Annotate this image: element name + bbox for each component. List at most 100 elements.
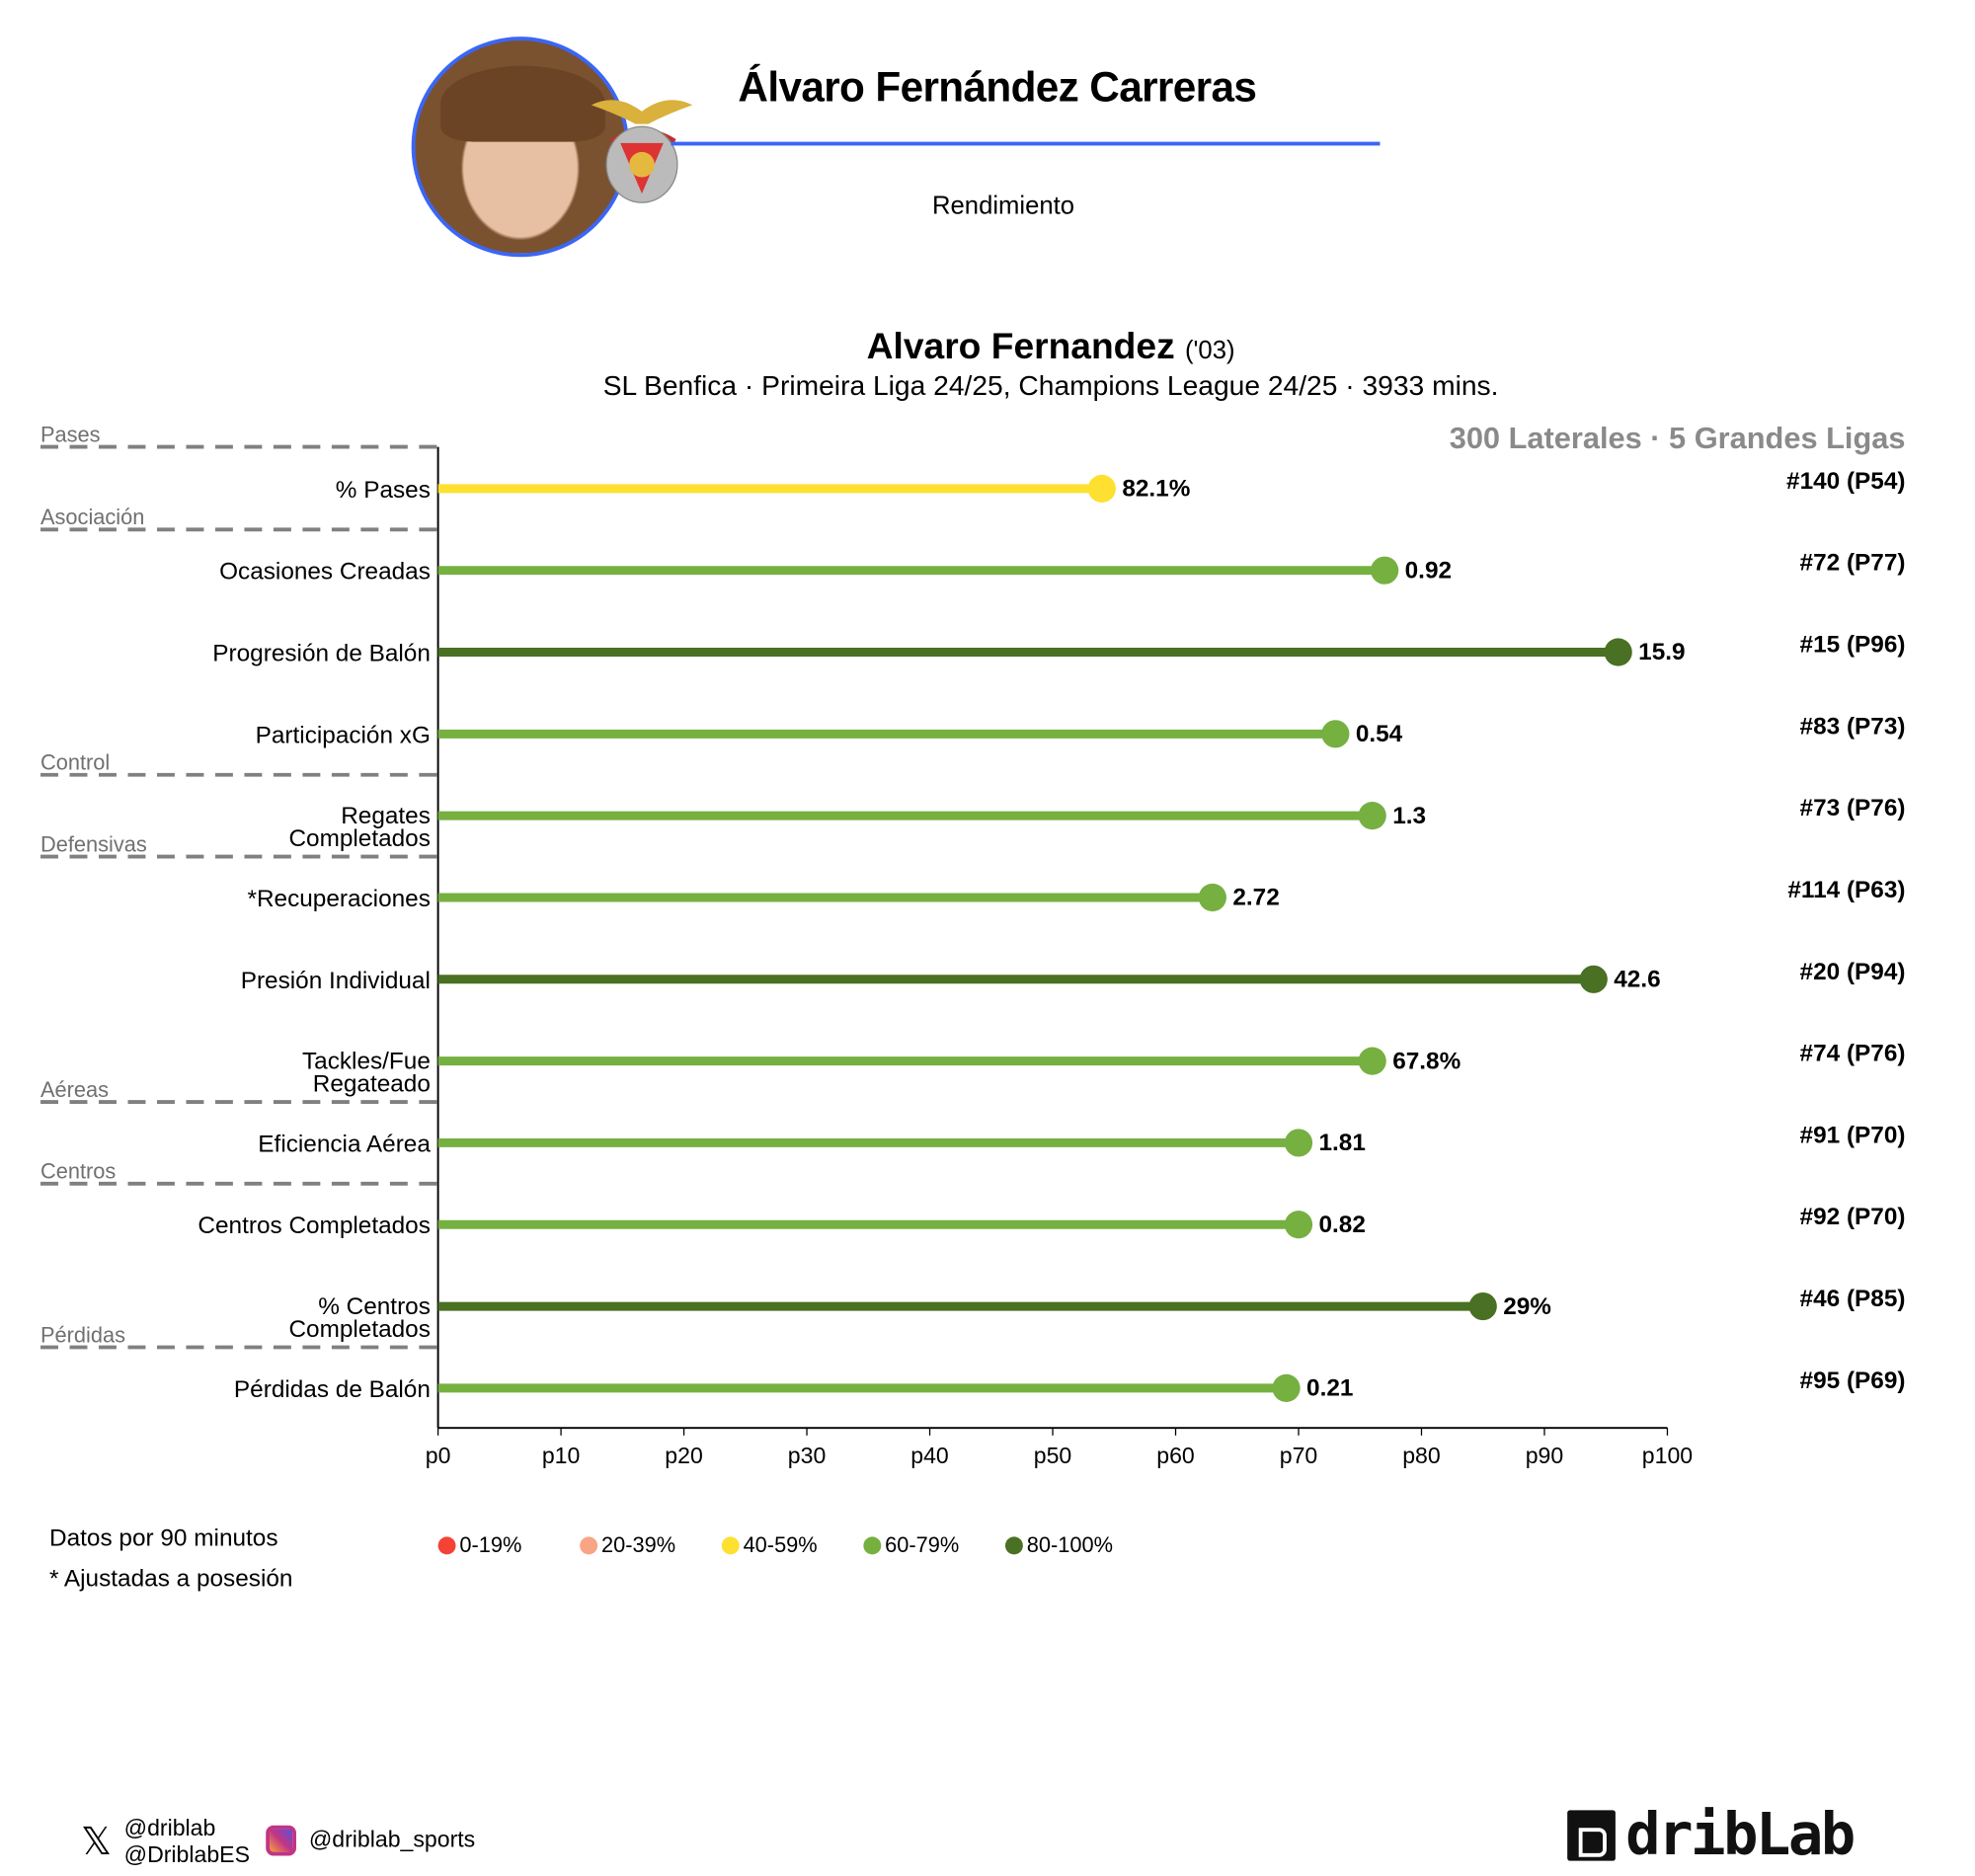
sample-label: 300 Laterales · 5 Grandes Ligas — [1449, 421, 1906, 456]
metric-label: Tackles/Fue — [302, 1048, 431, 1074]
legend-item: 60-79% — [863, 1533, 1005, 1559]
metric-rank: #73 (P76) — [1800, 795, 1906, 821]
player-name: Alvaro Fernandez ('03) — [0, 327, 1975, 368]
metric-dot — [1358, 802, 1386, 830]
page-subtitle: Rendimiento — [932, 192, 1074, 221]
player-birth-year: ('03) — [1184, 337, 1235, 365]
legend-item: 20-39% — [580, 1533, 722, 1559]
player-photo — [411, 37, 630, 258]
metric-dot — [1468, 1291, 1497, 1321]
metric-label: Participación xG — [256, 722, 431, 748]
legend-dot-icon — [863, 1536, 882, 1555]
metric-dot — [1321, 720, 1350, 748]
legend-label: 60-79% — [885, 1532, 960, 1557]
legend-dot-icon — [1004, 1536, 1023, 1555]
metric-rank: #20 (P94) — [1800, 959, 1906, 985]
x-tick-label: p10 — [542, 1443, 580, 1468]
legend-item: 80-100% — [1004, 1532, 1147, 1559]
metric-dot — [1358, 1047, 1386, 1075]
metric-rank: #83 (P73) — [1800, 713, 1906, 740]
x-tick-label: p100 — [1642, 1443, 1693, 1468]
group-label: Pérdidas — [40, 1322, 125, 1347]
group-label: Centros — [40, 1159, 116, 1184]
metric-dot — [1579, 965, 1608, 993]
metric-dot — [1198, 883, 1226, 912]
metric-rank: #95 (P69) — [1800, 1368, 1906, 1394]
driblab-logo-icon — [1567, 1810, 1616, 1861]
metric-value: 67.8% — [1392, 1048, 1461, 1074]
x-tick-label: p30 — [788, 1443, 826, 1468]
x-tick-label: p40 — [910, 1443, 948, 1468]
group-label: Asociación — [40, 505, 144, 529]
metric-rank: #46 (P85) — [1800, 1286, 1906, 1312]
metric-label: Completados — [288, 825, 430, 852]
metric-rank: #140 (P54) — [1786, 468, 1905, 495]
x-tick-label: p60 — [1156, 1443, 1194, 1468]
metric-label: Ocasiones Creadas — [219, 559, 431, 586]
metric-dot — [1272, 1373, 1301, 1402]
note-possession: * Ajustadas a posesión — [48, 1565, 293, 1593]
x-tick-label: p70 — [1280, 1443, 1317, 1468]
metric-label: *Recuperaciones — [247, 886, 430, 912]
note-per90: Datos por 90 minutos — [48, 1524, 278, 1552]
group-label: Control — [40, 750, 110, 775]
legend-item: 40-59% — [721, 1532, 864, 1559]
metric-value: 2.72 — [1232, 885, 1279, 911]
group-label: Pases — [40, 422, 101, 446]
x-logo-icon: 𝕏 — [81, 1821, 113, 1864]
x-tick-label: p80 — [1402, 1443, 1440, 1468]
metric-rank: #91 (P70) — [1800, 1122, 1906, 1148]
legend-item: 0-19% — [437, 1532, 581, 1559]
metric-value: 0.21 — [1306, 1375, 1353, 1402]
legend-label: 80-100% — [1026, 1532, 1114, 1557]
x-handles: @driblab @DriblabES — [124, 1815, 250, 1868]
metric-label: Completados — [288, 1316, 430, 1343]
metric-rank: #74 (P76) — [1800, 1041, 1906, 1067]
legend-label: 40-59% — [743, 1532, 818, 1557]
legend-label: 20-39% — [600, 1532, 676, 1557]
metric-label: Pérdidas de Balón — [234, 1376, 431, 1403]
metric-dot — [1284, 1211, 1313, 1239]
metric-rank: #15 (P96) — [1800, 632, 1906, 659]
metric-label: Progresión de Balón — [212, 640, 431, 666]
x-handle-2: @DriblabES — [123, 1841, 250, 1868]
legend-dot-icon — [437, 1536, 456, 1555]
metric-label: Eficiencia Aérea — [258, 1131, 431, 1157]
metric-label: Regateado — [313, 1070, 431, 1097]
metric-rank: #92 (P70) — [1800, 1204, 1906, 1230]
metric-label: Centros Completados — [198, 1212, 430, 1239]
metric-value: 0.54 — [1356, 721, 1403, 747]
legend-dot-icon — [721, 1536, 740, 1555]
metric-value: 82.1% — [1122, 476, 1190, 503]
group-label: Aéreas — [40, 1077, 109, 1102]
title-underline — [671, 141, 1381, 146]
x-tick-label: p50 — [1034, 1443, 1071, 1468]
legend-label: 0-19% — [459, 1532, 522, 1557]
metric-dot — [1284, 1129, 1313, 1157]
player-name-text: Alvaro Fernandez — [866, 326, 1175, 367]
metric-rank: #72 (P77) — [1800, 550, 1906, 577]
group-label: Defensivas — [40, 831, 147, 856]
metric-dot — [1604, 638, 1632, 666]
metric-value: 29% — [1503, 1293, 1551, 1320]
club-crest-icon — [591, 100, 693, 203]
metric-value: 1.3 — [1392, 803, 1426, 829]
metric-value: 1.81 — [1319, 1130, 1366, 1156]
driblab-logo-text: dribLab — [1625, 1800, 1856, 1869]
x-tick-label: p90 — [1526, 1443, 1563, 1468]
metric-value: 0.82 — [1319, 1212, 1366, 1238]
x-tick-label: p20 — [665, 1443, 702, 1468]
x-tick-label: p0 — [426, 1443, 451, 1468]
metric-dot — [1371, 556, 1399, 585]
metric-value: 15.9 — [1638, 639, 1685, 665]
instagram-icon — [266, 1825, 296, 1856]
metric-rank: #114 (P63) — [1787, 877, 1905, 903]
player-info: SL Benfica · Primeira Liga 24/25, Champi… — [602, 369, 1499, 402]
metric-label: Presión Individual — [241, 968, 431, 994]
metric-label: Regates — [341, 803, 431, 829]
metric-label: % Centros — [318, 1293, 431, 1320]
legend-dot-icon — [580, 1536, 598, 1555]
metric-value: 42.6 — [1614, 966, 1660, 992]
